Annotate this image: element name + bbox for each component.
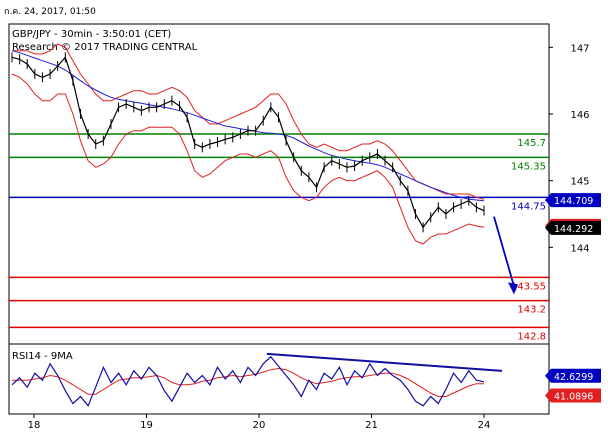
rsi-line xyxy=(11,355,485,407)
level-142-8-label: 142.8 xyxy=(517,331,546,342)
rsi-ma-badge-bg xyxy=(545,388,601,403)
level-145-7-label: 145.7 xyxy=(517,138,546,149)
forecast-arrow-head xyxy=(508,282,518,295)
level-145-35-label: 145.35 xyxy=(511,161,546,172)
price-series xyxy=(11,43,518,295)
level-144-75-label: 144.75 xyxy=(511,201,546,212)
forecast-arrow-shaft xyxy=(493,216,515,287)
timestamp: ก.ค. 24, 2017, 01:50 xyxy=(4,7,96,17)
bollinger-lower-band xyxy=(11,73,485,245)
last-price-badge-bg xyxy=(545,220,601,235)
x-tick-label: 18 xyxy=(28,420,41,431)
last-price-badge: 144.292 xyxy=(554,224,593,235)
level-143-2-label: 143.2 xyxy=(517,305,546,316)
rsi-series xyxy=(11,352,503,407)
price-panel-frame xyxy=(8,23,550,345)
symbol-title: GBP/JPY - 30min - 3:50:01 (CET) xyxy=(12,29,171,40)
x-tick-label: 20 xyxy=(253,420,266,431)
y-tick-label: 145 xyxy=(570,177,589,188)
x-tick-label: 19 xyxy=(140,420,153,431)
credit-line: Research © 2017 TRADING CENTRAL xyxy=(12,42,198,53)
rsi-panel-title: RSI14 - 9MA xyxy=(12,351,73,362)
rsi-ma-line xyxy=(12,367,484,397)
rsi-trendline xyxy=(266,352,503,372)
rsi-value-badge: 42.6299 xyxy=(554,372,593,383)
upper-band-badge: 144.709 xyxy=(554,196,593,207)
x-tick-label: 21 xyxy=(365,420,378,431)
x-tick-label: 24 xyxy=(478,420,491,431)
y-tick-label: 146 xyxy=(570,110,589,121)
level-143-55-label: 143.55 xyxy=(511,281,546,292)
rsi-ma-badge: 41.0896 xyxy=(554,392,593,403)
rsi-value-badge-bg xyxy=(545,368,601,383)
upper-band-badge-bg xyxy=(545,193,601,208)
y-tick-label: 147 xyxy=(570,43,589,54)
y-tick-label: 144 xyxy=(570,243,589,254)
